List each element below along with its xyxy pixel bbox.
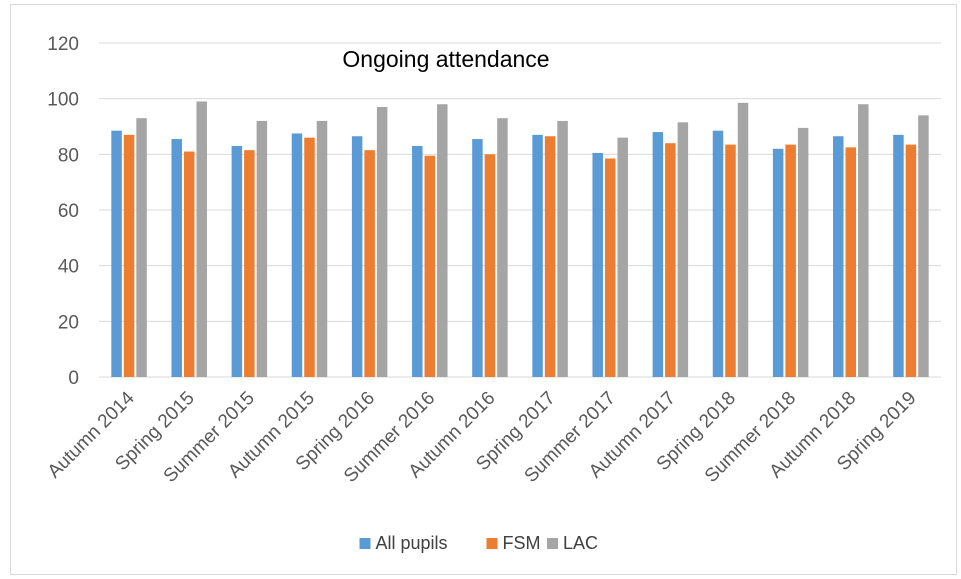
bar-all-pupils — [772, 148, 784, 377]
bar-all-pupils — [532, 134, 543, 377]
y-tick-label: 80 — [58, 145, 79, 166]
bar-all-pupils — [111, 130, 122, 377]
bar-fsm — [244, 150, 255, 377]
bar-lac — [196, 101, 207, 377]
bar-lac — [858, 104, 869, 377]
bar-lac — [316, 120, 328, 377]
bar-fsm — [905, 144, 917, 377]
legend: All pupils FSM LAC — [359, 533, 598, 553]
bar-all-pupils — [351, 136, 363, 377]
bar-all-pupils — [291, 133, 303, 377]
bar-lac — [256, 120, 268, 377]
bar-lac — [376, 107, 388, 378]
y-tick-label: 40 — [58, 257, 79, 278]
y-tick-label: 100 — [47, 90, 79, 111]
bar-all-pupils — [652, 132, 664, 377]
y-tick-label: 60 — [58, 201, 79, 222]
bar-fsm — [845, 147, 857, 377]
bar-fsm — [123, 134, 135, 377]
bar-fsm — [544, 136, 556, 377]
bar-fsm — [785, 144, 796, 377]
y-tick-label: 0 — [68, 368, 79, 389]
bar-all-pupils — [472, 139, 483, 377]
bar-lac — [677, 122, 689, 377]
y-tick-label: 120 — [47, 34, 79, 55]
bar-lac — [797, 127, 809, 378]
bar-lac — [136, 118, 147, 378]
bar-all-pupils — [171, 139, 182, 377]
bar-all-pupils — [893, 134, 904, 377]
bar-all-pupils — [592, 152, 603, 377]
y-axis-ticks: 0 20 40 60 80 100 120 — [47, 34, 79, 389]
chart-title: Ongoing attendance — [342, 46, 549, 72]
bar-fsm — [604, 158, 616, 377]
bar-fsm — [484, 154, 496, 377]
bar-lac — [737, 102, 749, 377]
legend-swatch-all-pupils — [359, 538, 371, 549]
bar-fsm — [304, 137, 315, 377]
bar-lac — [557, 120, 568, 377]
bar-fsm — [364, 150, 375, 377]
bar-all-pupils — [833, 136, 844, 377]
bar-lac — [617, 137, 628, 377]
y-tick-label: 20 — [58, 312, 79, 333]
bar-all-pupils — [712, 130, 724, 377]
legend-swatch-fsm — [486, 538, 498, 549]
bar-fsm — [424, 155, 436, 377]
bar-lac — [437, 104, 448, 377]
bar-fsm — [725, 144, 736, 377]
legend-swatch-lac — [547, 538, 558, 549]
legend-label: FSM — [503, 533, 541, 553]
bars — [111, 101, 929, 378]
legend-label: All pupils — [376, 533, 448, 553]
legend-label: LAC — [563, 533, 598, 553]
bar-all-pupils — [231, 145, 243, 377]
gridlines — [99, 42, 941, 378]
bar-lac — [918, 115, 929, 377]
bar-all-pupils — [412, 145, 423, 377]
bar-fsm — [183, 151, 195, 377]
bar-lac — [497, 118, 508, 378]
chart-frame: 0 20 40 60 80 100 120 Autumn 2014 Spring 2015 Su… — [10, 4, 957, 575]
bar-fsm — [665, 143, 676, 377]
